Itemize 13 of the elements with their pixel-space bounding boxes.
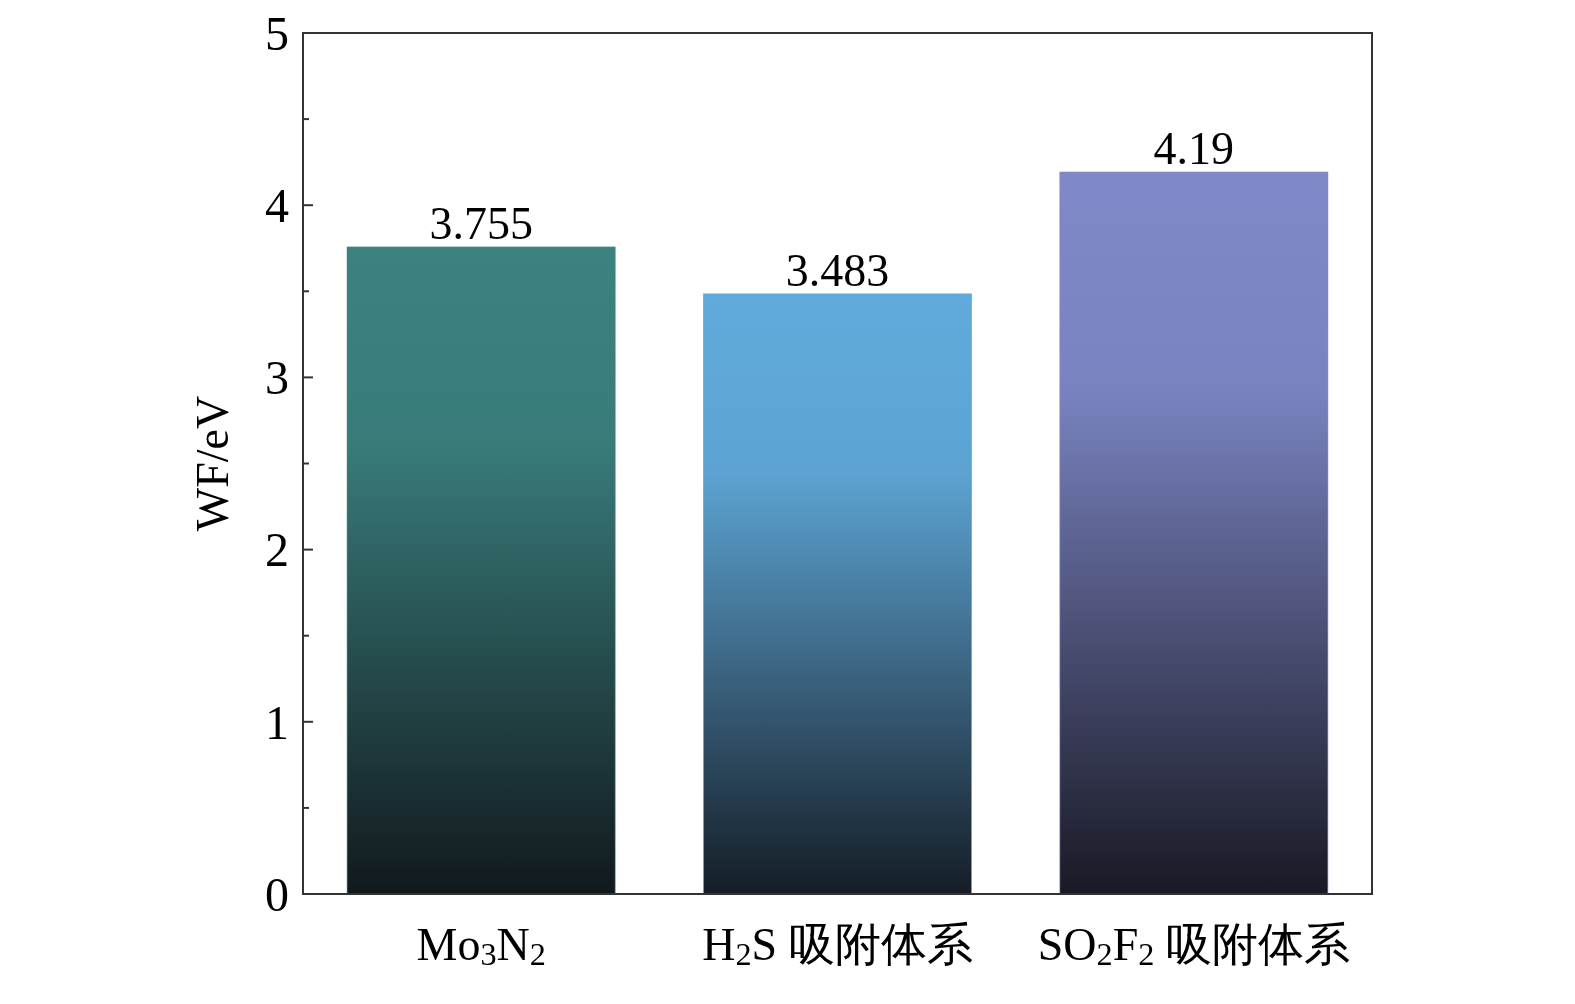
y-tick-label: 5: [265, 6, 289, 60]
data-label: 3.483: [785, 245, 890, 297]
data-label: 4.19: [1153, 123, 1235, 175]
data-label: 3.755: [429, 198, 533, 250]
x-tick-label: H$_{2}$S 吸附体系: [702, 919, 973, 972]
y-tick-label: 1: [265, 695, 289, 749]
y-tick-label: 4: [265, 179, 289, 232]
y-tick-label: 0: [265, 867, 289, 921]
x-tick-label: Mo$_{3}$N$_{2}$: [416, 919, 546, 972]
y-tick-label: 3: [265, 351, 289, 405]
x-tick-label: SO$_{2}$F$_{2}$ 吸附体系: [1037, 919, 1350, 972]
y-axis-title: WF/eV: [187, 395, 238, 532]
y-tick-label: 2: [265, 523, 289, 577]
